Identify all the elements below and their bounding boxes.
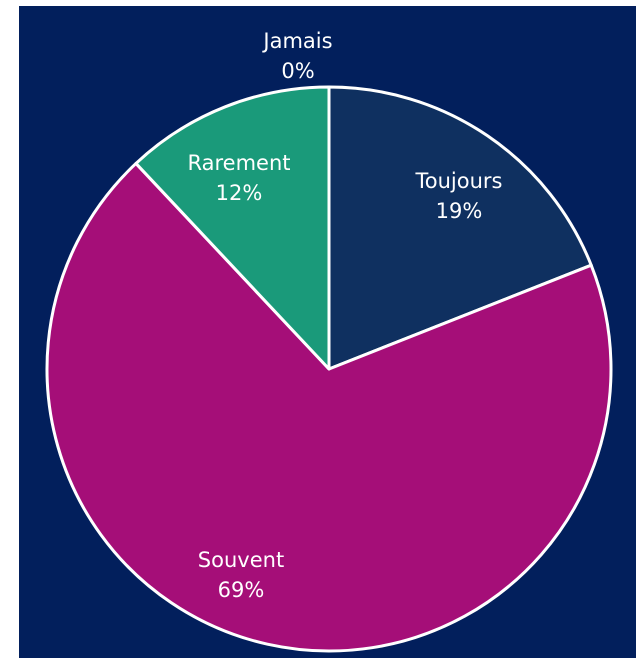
slice-value-jamais: 0% (281, 59, 314, 83)
slice-value-rarement: 12% (216, 181, 263, 205)
slice-label-toujours: Toujours (415, 169, 503, 193)
pie-slice-rarement (134, 85, 331, 371)
slice-label-rarement: Rarement (187, 151, 290, 175)
pie-labels: Toujours 19% Souvent 69% Rarement 12% Jamais 0% (187, 29, 502, 602)
pie-slice-toujours (327, 85, 593, 371)
pie-slices (45, 85, 613, 653)
slice-value-souvent: 69% (218, 578, 265, 602)
chart-panel: Toujours 19% Souvent 69% Rarement 12% Jamais 0% (19, 6, 636, 658)
slice-label-jamais: Jamais (261, 29, 332, 53)
slice-label-souvent: Souvent (198, 548, 284, 572)
pie-slice-souvent (45, 161, 613, 653)
slice-value-toujours: 19% (436, 199, 483, 223)
